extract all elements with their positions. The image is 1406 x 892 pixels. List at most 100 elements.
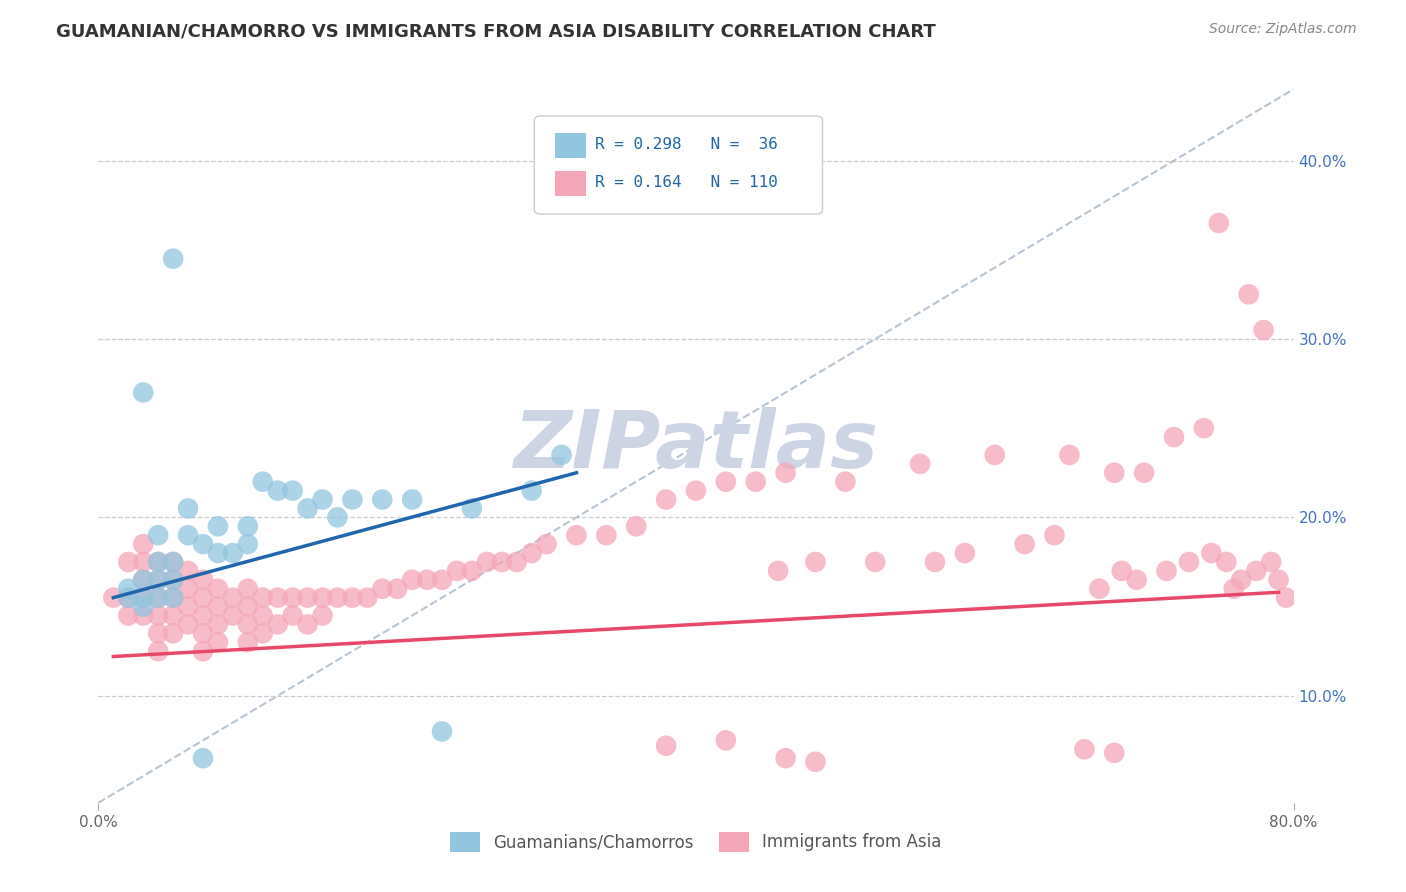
Legend: Guamanians/Chamorros, Immigrants from Asia: Guamanians/Chamorros, Immigrants from As… <box>443 825 949 859</box>
Point <box>267 483 290 498</box>
Text: Source: ZipAtlas.com: Source: ZipAtlas.com <box>1209 22 1357 37</box>
Point <box>148 626 170 640</box>
Point <box>685 483 707 498</box>
Point <box>132 385 155 400</box>
Point <box>1201 546 1223 560</box>
Point <box>207 546 229 560</box>
Point <box>222 608 245 623</box>
Point <box>565 528 588 542</box>
Point <box>506 555 529 569</box>
Point <box>385 582 409 596</box>
Point <box>132 599 155 614</box>
Point <box>117 591 139 605</box>
Point <box>148 528 170 542</box>
Point <box>191 573 214 587</box>
Point <box>252 626 274 640</box>
Point <box>1073 742 1095 756</box>
Point <box>804 555 827 569</box>
Point <box>1125 573 1147 587</box>
Point <box>595 528 617 542</box>
Point <box>416 573 439 587</box>
Point <box>1275 591 1298 605</box>
Point <box>1237 287 1260 301</box>
Point <box>1178 555 1201 569</box>
Point <box>1104 746 1126 760</box>
Text: R = 0.164   N = 110: R = 0.164 N = 110 <box>595 176 778 190</box>
Point <box>1230 573 1253 587</box>
Point <box>132 555 155 569</box>
Point <box>162 591 184 605</box>
Point <box>1156 564 1178 578</box>
Point <box>281 591 304 605</box>
Point <box>1253 323 1275 337</box>
Point <box>177 617 200 632</box>
Point <box>1111 564 1133 578</box>
Point <box>297 501 319 516</box>
Point <box>148 644 170 658</box>
Point <box>148 591 170 605</box>
Point <box>191 626 214 640</box>
Point <box>103 591 125 605</box>
Point <box>1014 537 1036 551</box>
Point <box>1223 582 1246 596</box>
Point <box>655 492 678 507</box>
Text: GUAMANIAN/CHAMORRO VS IMMIGRANTS FROM ASIA DISABILITY CORRELATION CHART: GUAMANIAN/CHAMORRO VS IMMIGRANTS FROM AS… <box>56 22 936 40</box>
Point <box>162 608 184 623</box>
Point <box>430 573 453 587</box>
Point <box>834 475 856 489</box>
Point <box>148 573 170 587</box>
Point <box>207 519 229 533</box>
Point <box>1163 430 1185 444</box>
Point <box>148 608 170 623</box>
Point <box>207 635 229 649</box>
Point <box>1043 528 1066 542</box>
Point <box>775 751 797 765</box>
Point <box>1192 421 1215 435</box>
Point <box>953 546 976 560</box>
Point <box>177 528 200 542</box>
Point <box>865 555 887 569</box>
Point <box>191 751 214 765</box>
Point <box>132 591 155 605</box>
Point <box>281 483 304 498</box>
Point <box>177 501 200 516</box>
Point <box>236 582 259 596</box>
Point <box>132 608 155 623</box>
Point <box>162 573 184 587</box>
Point <box>162 573 184 587</box>
Point <box>117 582 139 596</box>
Point <box>342 492 364 507</box>
Point <box>132 573 155 587</box>
Point <box>745 475 768 489</box>
Point <box>162 555 184 569</box>
Point <box>191 537 214 551</box>
Point <box>371 582 394 596</box>
Point <box>491 555 513 569</box>
Text: ZIPatlas: ZIPatlas <box>513 407 879 485</box>
Point <box>117 608 139 623</box>
Point <box>148 573 170 587</box>
Point <box>1260 555 1282 569</box>
Point <box>311 608 333 623</box>
Point <box>356 591 378 605</box>
Point <box>191 608 214 623</box>
Point <box>191 591 214 605</box>
Point <box>267 591 290 605</box>
Point <box>162 591 184 605</box>
Point <box>148 555 170 569</box>
Point <box>326 510 349 524</box>
Point <box>371 492 394 507</box>
Point <box>191 644 214 658</box>
Point <box>132 537 155 551</box>
Point <box>446 564 468 578</box>
Point <box>267 617 290 632</box>
Point <box>252 608 274 623</box>
Point <box>207 599 229 614</box>
Point <box>222 591 245 605</box>
Point <box>326 591 349 605</box>
Point <box>177 564 200 578</box>
Point <box>252 591 274 605</box>
Point <box>132 573 155 587</box>
Point <box>475 555 498 569</box>
Point <box>162 252 184 266</box>
